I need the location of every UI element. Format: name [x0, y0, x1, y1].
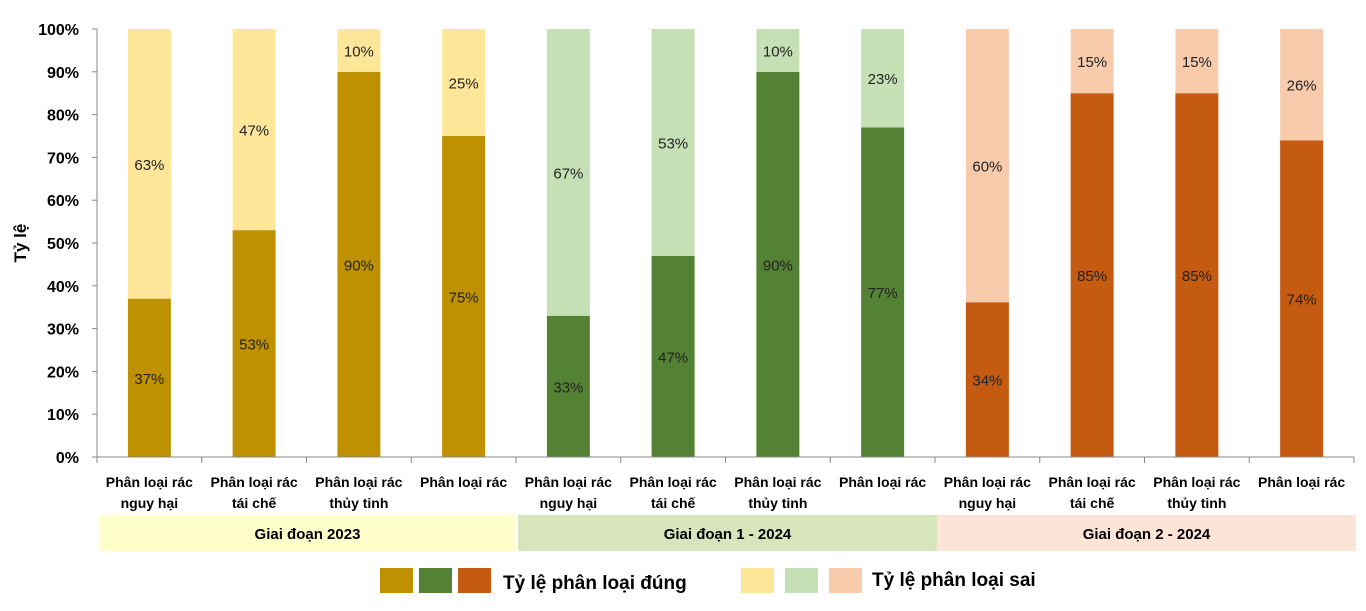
x-tick-label: thủy tinh: [748, 495, 807, 511]
x-tick-label: Phân loại rác: [734, 474, 821, 490]
bar-correct: [965, 302, 1009, 457]
data-label-incorrect: 53%: [658, 135, 688, 152]
legend-swatch: [419, 568, 452, 593]
y-tick-label: 20%: [47, 364, 79, 381]
x-tick-label: thủy tinh: [1167, 495, 1226, 511]
group-label: Giai đoạn 2023: [255, 526, 361, 543]
y-tick-label: 10%: [47, 407, 79, 424]
data-label-correct: 74%: [1287, 292, 1317, 309]
y-tick-label: 80%: [47, 108, 79, 125]
y-tick-label: 60%: [47, 193, 79, 210]
bar-correct: [756, 71, 800, 458]
x-tick-label: Phân loại rác: [1153, 474, 1240, 490]
x-tick-label: Phân loại rác: [315, 474, 402, 490]
group-label: Giai đoạn 1 - 2024: [664, 526, 792, 543]
bar-correct: [1175, 93, 1219, 457]
x-tick-label: nguy hại: [540, 495, 598, 511]
data-label-correct: 75%: [449, 290, 479, 307]
group-label: Giai đoạn 2 - 2024: [1083, 526, 1211, 543]
data-label-incorrect: 47%: [239, 123, 269, 140]
data-label-correct: 53%: [239, 337, 269, 354]
bar-correct: [442, 136, 486, 457]
bar-correct: [546, 315, 590, 457]
y-tick-label: 70%: [47, 150, 79, 167]
x-tick-label: Phân loại rác: [839, 474, 926, 490]
data-label-correct: 33%: [553, 379, 583, 396]
group-band: [99, 515, 516, 551]
bar-incorrect: [127, 29, 171, 299]
x-tick-label: thủy tinh: [329, 495, 388, 511]
x-tick-label: tái chế: [651, 495, 696, 511]
y-tick-label: 0%: [56, 450, 79, 467]
legend-swatch: [829, 568, 862, 593]
data-label-correct: 85%: [1182, 268, 1212, 285]
data-label-correct: 90%: [763, 257, 793, 274]
legend-swatch: [380, 568, 413, 593]
bar-incorrect: [1175, 29, 1219, 94]
x-tick-label: Phân loại rác: [1049, 474, 1136, 490]
bar-incorrect: [861, 29, 905, 128]
bar-correct: [127, 298, 171, 457]
data-label-incorrect: 15%: [1182, 54, 1212, 71]
bar-correct: [232, 230, 276, 457]
bar-incorrect: [232, 29, 276, 231]
x-tick-label: Phân loại rác: [1258, 474, 1345, 490]
bar-correct: [651, 255, 695, 457]
data-label-incorrect: 25%: [449, 76, 479, 93]
bar-correct: [861, 127, 905, 457]
data-label-correct: 90%: [344, 257, 374, 274]
bar-incorrect: [1070, 29, 1114, 94]
x-tick-label: nguy hại: [959, 495, 1017, 511]
data-label-correct: 47%: [658, 349, 688, 366]
data-label-correct: 37%: [134, 371, 164, 388]
x-tick-label: tái chế: [232, 495, 277, 511]
bar-incorrect: [1280, 29, 1324, 141]
x-tick-label: nguy hại: [121, 495, 179, 511]
x-tick-label: tái chế: [1070, 495, 1115, 511]
data-label-incorrect: 10%: [763, 43, 793, 60]
data-label-incorrect: 23%: [868, 71, 898, 88]
y-tick-label: 100%: [38, 22, 79, 39]
bar-incorrect: [442, 29, 486, 136]
bar-incorrect: [965, 29, 1009, 303]
bar-correct: [337, 71, 381, 458]
bar-correct: [1070, 93, 1114, 457]
legend: Tỷ lệ phân loại đúng Tỷ lệ phân loại sai: [380, 568, 1036, 594]
y-tick-label: 30%: [47, 322, 79, 339]
x-tick-label: Phân loại rác: [630, 474, 717, 490]
data-label-correct: 77%: [868, 285, 898, 302]
x-tick-label: Phân loại rác: [525, 474, 612, 490]
group-band: [937, 515, 1356, 551]
x-tick-label: Phân loại rác: [211, 474, 298, 490]
bar-incorrect: [337, 29, 381, 72]
y-tick-label: 40%: [47, 279, 79, 296]
bar-incorrect: [546, 29, 590, 316]
legend-label-incorrect: Tỷ lệ phân loại sai: [872, 570, 1036, 591]
legend-label-correct: Tỷ lệ phân loại đúng: [503, 573, 687, 594]
data-label-correct: 85%: [1077, 268, 1107, 285]
bar-incorrect: [756, 29, 800, 72]
data-label-incorrect: 60%: [972, 159, 1002, 176]
x-tick-label: Phân loại rác: [106, 474, 193, 490]
x-tick-label: Phân loại rác: [420, 474, 507, 490]
x-tick-label: Phân loại rác: [944, 474, 1031, 490]
y-tick-label: 90%: [47, 65, 79, 82]
y-axis-label: Tỷ lệ: [11, 224, 30, 263]
data-label-incorrect: 15%: [1077, 54, 1107, 71]
bar-correct: [1280, 140, 1324, 457]
data-label-incorrect: 63%: [134, 157, 164, 174]
legend-swatch: [458, 568, 491, 593]
y-tick-label: 50%: [47, 236, 79, 253]
data-label-correct: 34%: [972, 373, 1002, 390]
bar-incorrect: [651, 29, 695, 256]
legend-swatch: [785, 568, 818, 593]
group-band: [518, 515, 937, 551]
legend-swatch: [741, 568, 774, 593]
data-label-incorrect: 26%: [1287, 78, 1317, 95]
data-label-incorrect: 67%: [553, 165, 583, 182]
data-label-incorrect: 10%: [344, 43, 374, 60]
